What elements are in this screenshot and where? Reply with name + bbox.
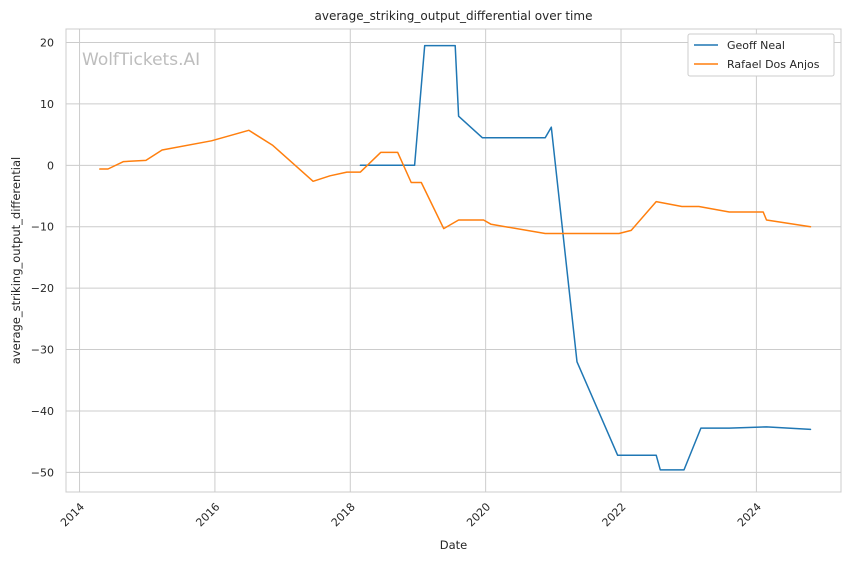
watermark: WolfTickets.AI	[82, 50, 200, 70]
legend-label-geoff-neal: Geoff Neal	[727, 39, 785, 52]
y-tick-label: −30	[31, 344, 54, 357]
y-tick-label: 0	[47, 159, 54, 172]
plot-area	[65, 28, 842, 493]
y-tick-label: −40	[31, 405, 54, 418]
legend-label-rafael-dos-anjos: Rafael Dos Anjos	[727, 58, 820, 71]
grid	[66, 29, 841, 492]
x-axis-label: Date	[440, 538, 468, 552]
legend: Geoff Neal Rafael Dos Anjos	[687, 33, 835, 77]
y-axis-label: average_striking_output_differential	[9, 157, 23, 364]
y-tick-label: −20	[31, 282, 54, 295]
y-tick-labels: 20 10 0 −10 −20 −30 −40 −50	[31, 37, 54, 480]
series-group	[99, 44, 812, 471]
y-tick-label: 10	[40, 98, 54, 111]
series-line-rafael-dos-anjos	[99, 129, 812, 235]
y-tick-label: 20	[40, 37, 54, 50]
chart-title: average_striking_output_differential ove…	[315, 9, 593, 23]
series-line-geoff-neal	[359, 44, 812, 471]
legend-box	[687, 33, 835, 77]
y-tick-label: −10	[31, 221, 54, 234]
y-tick-label: −50	[31, 466, 54, 479]
